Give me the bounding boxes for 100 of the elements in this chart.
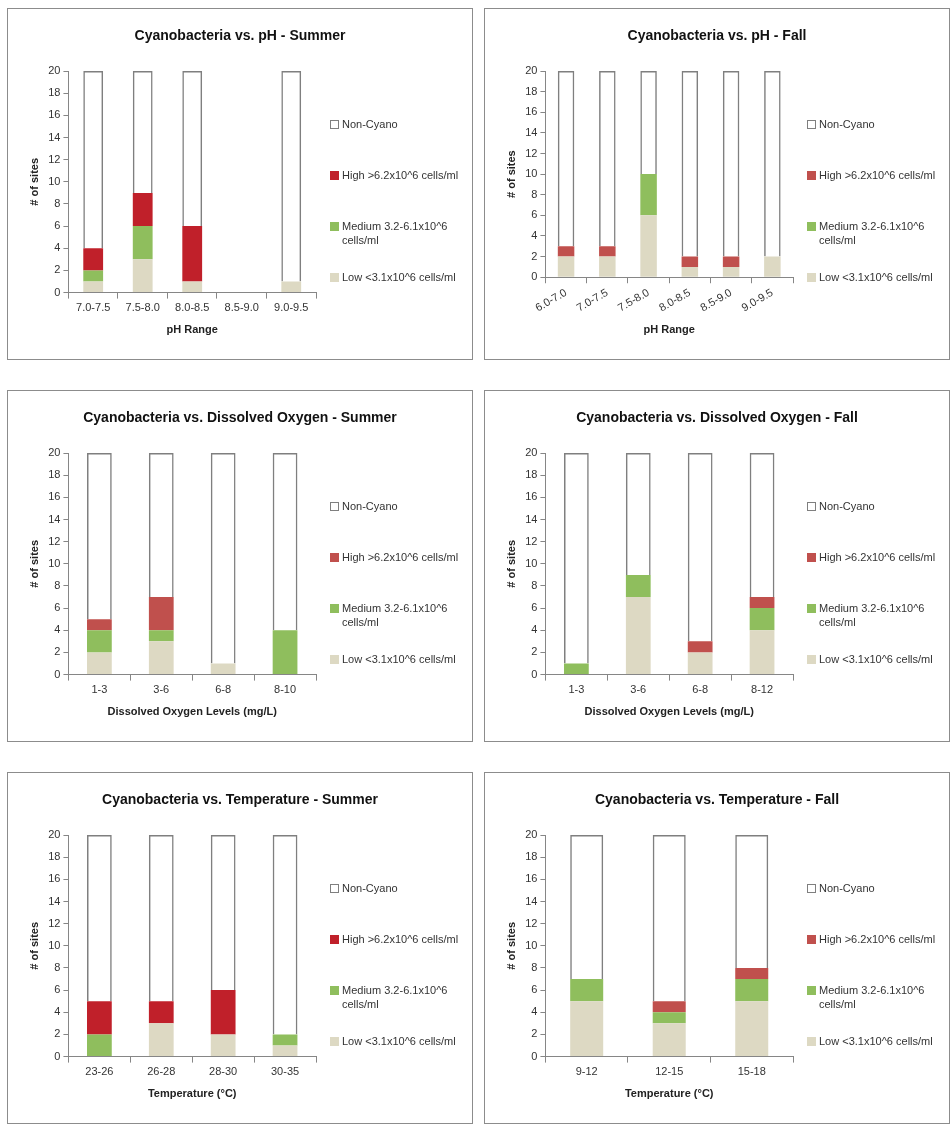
x-tick-label: 15-18 (737, 1065, 766, 1078)
bar (132, 259, 153, 293)
y-tick-label: 20 (48, 828, 61, 841)
legend-label: Medium 3.2-6.1x10^6 cells/ml (819, 983, 926, 1011)
bar (640, 174, 657, 216)
legend-label: High >6.2x10^6 cells/ml (342, 168, 460, 182)
y-tick-label: 16 (525, 105, 538, 118)
bar (749, 630, 775, 675)
bar (625, 574, 651, 598)
bar (148, 1001, 174, 1024)
bar (599, 246, 616, 257)
x-tick-label: 6-8 (215, 683, 232, 696)
legend-label: Medium 3.2-6.1x10^6 cells/ml (342, 983, 449, 1011)
legend-label: Medium 3.2-6.1x10^6 cells/ml (819, 219, 926, 247)
y-tick-label: 20 (525, 828, 538, 841)
y-tick-label: 0 (54, 667, 61, 680)
y-tick-label: 4 (531, 229, 538, 242)
y-tick-label: 14 (48, 130, 61, 143)
y-tick-label: 12 (48, 534, 61, 547)
bar (681, 266, 699, 277)
y-tick-label: 16 (48, 490, 61, 503)
y-tick-label: 12 (525, 534, 538, 547)
bar (722, 266, 740, 277)
x-tick-label: 8-12 (751, 683, 774, 696)
bar (272, 630, 298, 675)
x-tick-label: 3-6 (153, 683, 170, 696)
y-tick-label: 2 (54, 263, 61, 276)
bar (87, 1001, 112, 1035)
legend-label: Non-Cyano (819, 881, 876, 895)
x-tick-label: 8.5-9.0 (224, 301, 259, 314)
legend-label: Non-Cyano (342, 881, 399, 895)
y-tick-label: 6 (54, 219, 61, 232)
y-tick-label: 0 (54, 1049, 61, 1062)
legend-label: Medium 3.2-6.1x10^6 cells/ml (819, 601, 926, 629)
bar (132, 192, 153, 227)
bar (182, 226, 203, 282)
legend-label: Non-Cyano (819, 499, 876, 513)
y-tick-label: 18 (48, 850, 61, 863)
bar (83, 248, 104, 271)
y-tick-label: 12 (48, 916, 61, 929)
y-axis-title: # of sites (27, 921, 40, 970)
bar (272, 1045, 298, 1057)
y-tick-label: 14 (525, 125, 538, 138)
bar (210, 990, 236, 1035)
x-tick-label: 8.0-8.5 (175, 301, 210, 314)
y-tick-label: 2 (531, 645, 538, 658)
x-tick-label: 30-35 (270, 1065, 300, 1078)
legend-label: High >6.2x10^6 cells/ml (819, 550, 937, 564)
y-tick-label: 8 (54, 960, 61, 973)
x-tick-label: 23-26 (85, 1065, 114, 1078)
legend-label: High >6.2x10^6 cells/ml (819, 932, 937, 946)
y-tick-label: 18 (525, 850, 538, 863)
bar (87, 652, 112, 675)
y-tick-label: 0 (54, 285, 61, 298)
chart-title: Cyanobacteria vs. Temperature - Fall (593, 791, 841, 807)
y-tick-label: 8 (54, 578, 61, 591)
bar (148, 597, 174, 631)
x-axis-title: pH Range (643, 323, 695, 336)
y-tick-label: 0 (531, 270, 538, 283)
legend-label: High >6.2x10^6 cells/ml (819, 168, 937, 182)
bar (148, 641, 174, 675)
y-tick-label: 12 (525, 146, 538, 159)
bar (210, 663, 236, 675)
bar (148, 1023, 174, 1057)
y-tick-label: 18 (525, 468, 538, 481)
x-tick-label: 6-8 (692, 683, 709, 696)
y-tick-label: 10 (525, 556, 538, 569)
y-tick-label: 16 (525, 490, 538, 503)
y-tick-label: 8 (531, 578, 538, 591)
x-tick-label: 9-12 (575, 1065, 598, 1078)
y-tick-label: 10 (48, 938, 61, 951)
bar (764, 256, 781, 277)
y-tick-label: 20 (525, 64, 538, 77)
y-tick-label: 16 (48, 872, 61, 885)
bar (557, 256, 575, 277)
x-axis-title: Temperature (°C) (147, 1087, 237, 1100)
x-tick-label: 7.5-8.0 (125, 301, 160, 314)
y-tick-label: 4 (531, 1005, 538, 1018)
bar (83, 281, 104, 293)
bar (735, 979, 769, 1002)
bar (652, 1001, 686, 1013)
x-tick-label: 28-30 (209, 1065, 238, 1078)
bar (83, 270, 104, 282)
y-tick-label: 18 (48, 468, 61, 481)
bar (210, 1034, 236, 1057)
x-axis-title: Dissolved Oxygen Levels (mg/L) (107, 705, 278, 718)
x-tick-label: 7.0-7.5 (76, 301, 111, 314)
y-tick-label: 12 (525, 916, 538, 929)
bar (735, 967, 769, 980)
y-tick-label: 16 (48, 108, 61, 121)
y-tick-label: 4 (54, 623, 61, 636)
chart-title: Cyanobacteria vs. pH - Summer (133, 27, 347, 43)
y-tick-label: 10 (48, 174, 61, 187)
y-tick-label: 14 (525, 894, 538, 907)
bar (281, 281, 302, 293)
y-tick-label: 4 (54, 1005, 61, 1018)
bar (652, 1012, 686, 1024)
bar (148, 630, 174, 642)
x-tick-label: 26-28 (147, 1065, 176, 1078)
bar (87, 1034, 112, 1057)
